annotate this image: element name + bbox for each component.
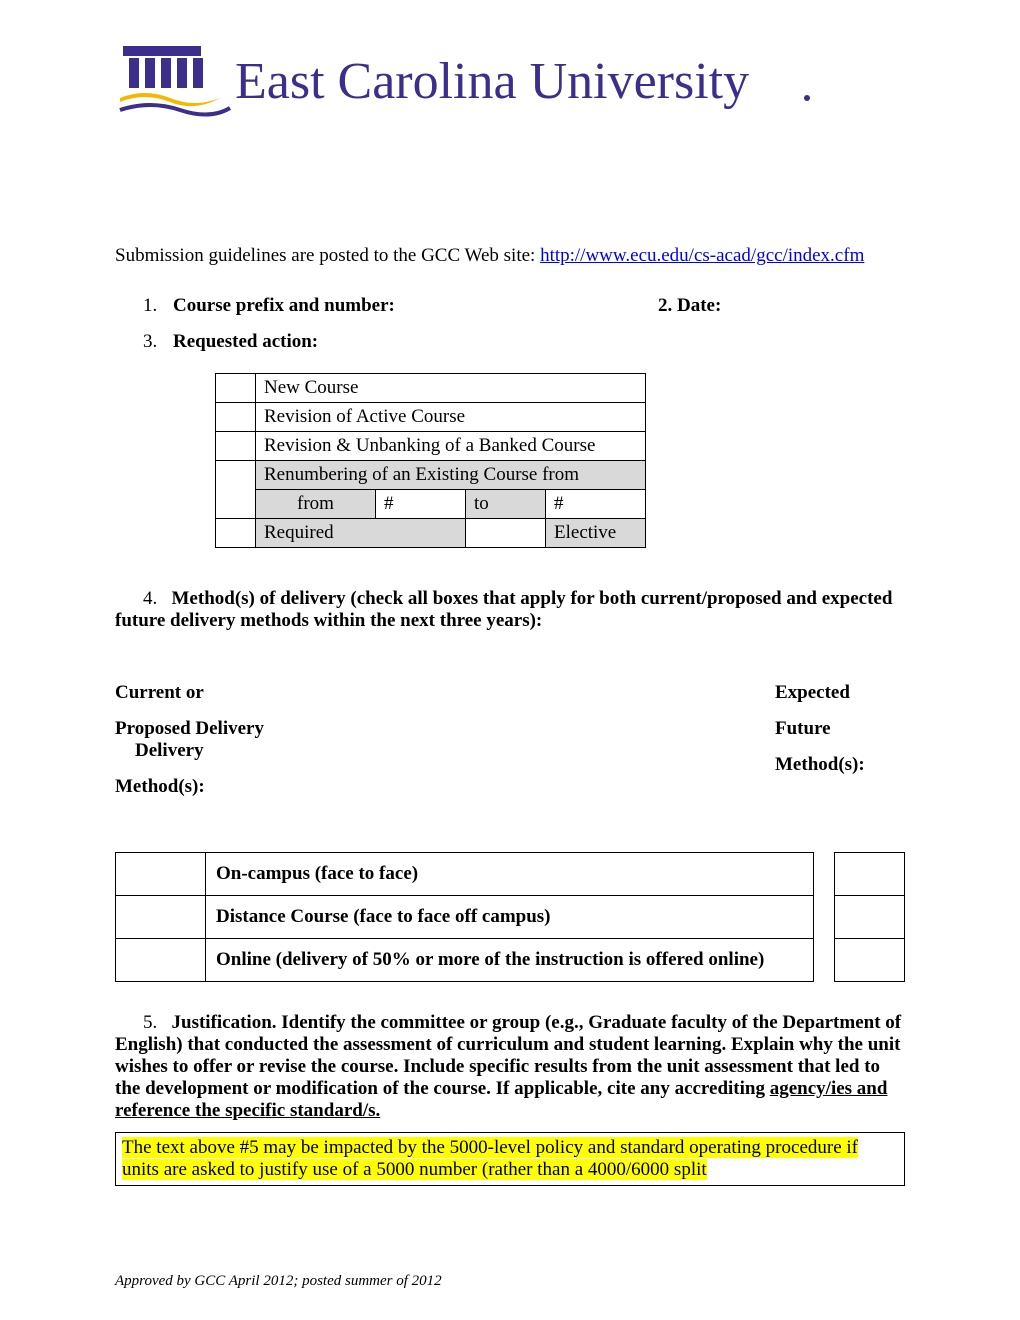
num-4: 4. <box>115 588 157 609</box>
checkbox-oncampus-current[interactable] <box>116 853 206 896</box>
table-row: New Course <box>216 374 646 403</box>
question-4: Method(s) of delivery (check all boxes t… <box>115 588 892 631</box>
label-renumbering: Renumbering of an Existing Course from <box>256 461 646 490</box>
submission-prefix: Submission guidelines are posted to the … <box>115 245 540 266</box>
checkbox-required[interactable] <box>216 519 256 548</box>
delivery-header-right: Expected Future Method(s): <box>775 682 905 812</box>
num-3: 3. <box>115 331 173 353</box>
table-row: On-campus (face to face) <box>116 853 905 896</box>
ecu-logo-icon: East Carolina University <box>115 40 815 130</box>
checkbox-unbanking[interactable] <box>216 432 256 461</box>
checkbox-oncampus-future[interactable] <box>835 853 905 896</box>
dh-left-1: Current or <box>115 682 415 704</box>
table-row: Distance Course (face to face off campus… <box>116 896 905 939</box>
from-label: from <box>256 490 376 519</box>
gap <box>814 896 835 939</box>
question-3: Requested action: <box>173 331 318 353</box>
num-5: 5. <box>115 1012 157 1033</box>
dh-left-3: Method(s): <box>115 776 415 798</box>
table-row: Renumbering of an Existing Course from <box>216 461 646 490</box>
submission-link[interactable]: http://www.ecu.edu/cs-acad/gcc/index.cfm <box>540 245 864 266</box>
checkbox-elective[interactable] <box>466 519 546 548</box>
label-revision: Revision of Active Course <box>256 403 646 432</box>
label-required: Required <box>256 519 466 548</box>
label-distance: Distance Course (face to face off campus… <box>206 896 814 939</box>
highlight-text: The text above #5 may be impacted by the… <box>122 1137 858 1180</box>
row-3: 3. Requested action: <box>115 331 905 353</box>
label-oncampus: On-campus (face to face) <box>206 853 814 896</box>
num-1: 1. <box>115 295 173 317</box>
table-row: Revision & Unbanking of a Banked Course <box>216 432 646 461</box>
logo-text: East Carolina University <box>235 53 749 110</box>
gap <box>814 939 835 982</box>
logo: East Carolina University <box>115 40 905 135</box>
action-table: New Course Revision of Active Course Rev… <box>215 373 646 548</box>
from-number-input[interactable]: # <box>376 490 466 519</box>
footer-text: Approved by GCC April 2012; posted summe… <box>115 1273 442 1290</box>
delivery-headers: Current or Proposed Delivery Delivery Me… <box>115 682 905 812</box>
label-new-course: New Course <box>256 374 646 403</box>
question-2: 2. Date: <box>658 295 721 317</box>
dh-right-2b: Delivery <box>115 740 415 762</box>
checkbox-distance-future[interactable] <box>835 896 905 939</box>
delivery-table: On-campus (face to face) Distance Course… <box>115 852 905 982</box>
row-4: 4. Method(s) of delivery (check all boxe… <box>115 588 905 632</box>
to-number-input[interactable]: # <box>546 490 646 519</box>
row-5: 5. Justification. Identify the committee… <box>115 1012 905 1122</box>
question-1: Course prefix and number: <box>173 295 658 317</box>
table-row: Online (delivery of 50% or more of the i… <box>116 939 905 982</box>
checkbox-new-course[interactable] <box>216 374 256 403</box>
highlighted-note: The text above #5 may be impacted by the… <box>115 1132 905 1186</box>
checkbox-revision[interactable] <box>216 403 256 432</box>
checkbox-renumbering[interactable] <box>216 461 256 519</box>
dh-left-2: Proposed Delivery <box>115 718 264 740</box>
gap <box>814 853 835 896</box>
label-online: Online (delivery of 50% or more of the i… <box>206 939 814 982</box>
checkbox-distance-current[interactable] <box>116 896 206 939</box>
dh-right-1: Expected <box>775 682 905 704</box>
label-unbanking: Revision & Unbanking of a Banked Course <box>256 432 646 461</box>
delivery-header-left: Current or Proposed Delivery Delivery Me… <box>115 682 415 812</box>
table-row: from # to # <box>216 490 646 519</box>
checkbox-online-current[interactable] <box>116 939 206 982</box>
dh-right-3: Method(s): <box>775 754 905 776</box>
label-elective: Elective <box>546 519 646 548</box>
table-row: Revision of Active Course <box>216 403 646 432</box>
dh-right-2: Future <box>775 718 905 740</box>
checkbox-online-future[interactable] <box>835 939 905 982</box>
submission-line: Submission guidelines are posted to the … <box>115 245 905 267</box>
row-1-2: 1. Course prefix and number: 2. Date: <box>115 295 905 317</box>
to-label: to <box>466 490 546 519</box>
table-row: Required Elective <box>216 519 646 548</box>
